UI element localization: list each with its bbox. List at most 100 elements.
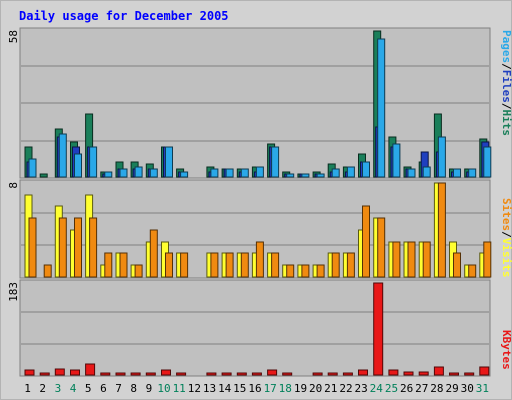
day-label-19: 19	[294, 382, 307, 395]
bar-sites-day-10	[165, 252, 173, 278]
bar-pages-day-9	[149, 168, 158, 178]
day-label-2: 2	[39, 382, 46, 395]
bar-pages-day-24	[377, 38, 386, 178]
bar-sites-day-4	[74, 217, 82, 278]
day-label-30: 30	[461, 382, 474, 395]
bar-kbytes-day-11	[176, 372, 187, 376]
kbytes-panel-ylabel: KBytes	[500, 330, 512, 370]
bar-pages-day-7	[119, 168, 128, 178]
day-label-3: 3	[55, 382, 62, 395]
bar-kbytes-day-1	[24, 369, 35, 376]
visits-panel-ymax-label: 8	[7, 182, 20, 189]
bar-pages-day-22	[346, 166, 355, 178]
bar-sites-day-14	[225, 252, 234, 278]
bar-sites-day-29	[453, 252, 461, 278]
bar-kbytes-day-9	[145, 372, 156, 376]
bar-kbytes-day-30	[464, 372, 475, 376]
day-axis-labels: 1 2 3 4 5 6 7 8 9 10 11 12 13 14 15 16 17 18 19 20 21 22 23 24 2…	[24, 382, 489, 395]
bar-sites-day-23	[362, 205, 370, 278]
bar-hits-day-2	[39, 173, 48, 178]
bar-pages-day-25	[392, 143, 401, 178]
bar-sites-day-7	[119, 252, 128, 278]
bar-sites-day-21	[331, 252, 340, 278]
bar-pages-day-1	[28, 158, 37, 178]
hits-panel-ymax-label: 58	[7, 30, 20, 43]
bar-sites-day-16	[255, 241, 264, 278]
bar-pages-day-16	[255, 166, 264, 178]
bar-kbytes-day-14	[221, 372, 232, 376]
ylabel-slash-3: /	[500, 231, 512, 238]
day-label-23: 23	[354, 382, 367, 395]
day-label-21: 21	[324, 382, 337, 395]
bar-pages-day-4	[74, 153, 82, 178]
bar-pages-day-6	[104, 171, 113, 178]
bar-pages-day-17	[271, 146, 280, 178]
bar-pages-day-23	[362, 161, 370, 178]
bar-sites-day-18	[286, 264, 295, 278]
bar-kbytes-day-10	[161, 369, 171, 376]
bar-pages-day-5	[89, 146, 98, 178]
bar-sites-day-31	[483, 241, 492, 278]
bar-kbytes-day-2	[39, 372, 50, 376]
bar-kbytes-day-28	[433, 366, 444, 376]
day-label-4: 4	[70, 382, 77, 395]
visits-panel-ylabel: Sites/Visits	[500, 198, 512, 278]
hits-panel-ylabel: Pages/Files/Hits	[500, 30, 512, 136]
bar-kbytes-day-6	[100, 372, 111, 376]
day-label-5: 5	[85, 382, 92, 395]
bar-sites-day-15	[240, 252, 249, 278]
day-label-17: 17	[264, 382, 277, 395]
bar-sites-day-8	[134, 264, 143, 278]
bar-pages-day-8	[134, 166, 143, 178]
day-label-14: 14	[218, 382, 232, 395]
day-label-10: 10	[157, 382, 170, 395]
bar-kbytes-day-4	[70, 369, 80, 376]
bar-kbytes-day-22	[342, 372, 353, 376]
bar-kbytes-day-13	[206, 372, 217, 376]
bar-kbytes-day-16	[251, 372, 262, 376]
bar-pages-day-28	[437, 136, 446, 178]
bar-sites-day-13	[210, 252, 219, 278]
bar-kbytes-day-21	[327, 372, 338, 376]
day-label-11: 11	[173, 382, 186, 395]
ylabel-sites: Sites	[500, 198, 512, 231]
bar-kbytes-day-24	[373, 282, 384, 376]
kbytes-panel-background	[19, 279, 491, 377]
bar-sites-day-3	[58, 217, 67, 278]
bar-pages-day-11	[180, 171, 189, 178]
kbytes-panel-ymax-label: 183	[7, 282, 20, 302]
bar-sites-day-1	[28, 217, 37, 278]
day-label-8: 8	[130, 382, 137, 395]
bar-sites-day-6	[104, 252, 113, 278]
bar-kbytes-day-5	[85, 363, 96, 376]
kbytes-panel-bars	[24, 282, 490, 376]
visits-panel-bars	[24, 182, 492, 278]
day-label-20: 20	[309, 382, 322, 395]
day-label-27: 27	[415, 382, 428, 395]
day-label-15: 15	[233, 382, 246, 395]
hits-panel-grid	[21, 65, 489, 142]
bar-pages-day-21	[331, 168, 340, 178]
bar-sites-day-5	[89, 217, 98, 278]
ylabel-visits: Visits	[500, 238, 512, 278]
bar-pages-day-26	[407, 168, 416, 178]
bar-pages-day-10	[165, 146, 173, 178]
ylabel-pages: Pages	[500, 30, 512, 63]
day-label-25: 25	[385, 382, 398, 395]
bar-pages-day-18	[286, 173, 295, 178]
bar-sites-day-11	[180, 252, 189, 278]
day-label-22: 22	[339, 382, 352, 395]
chart-title: Daily usage for December 2005	[19, 9, 229, 23]
bar-sites-day-22	[346, 252, 355, 278]
bar-sites-day-27	[422, 241, 431, 278]
day-label-1: 1	[24, 382, 31, 395]
day-label-13: 13	[203, 382, 216, 395]
bar-pages-day-27	[422, 166, 431, 178]
bar-pages-day-14	[225, 168, 234, 178]
day-label-16: 16	[248, 382, 261, 395]
day-label-29: 29	[445, 382, 458, 395]
bar-kbytes-day-18	[282, 372, 293, 376]
bar-pages-day-31	[483, 146, 492, 178]
ylabel-hits: Hits	[500, 110, 512, 137]
bar-kbytes-day-20	[312, 372, 323, 376]
